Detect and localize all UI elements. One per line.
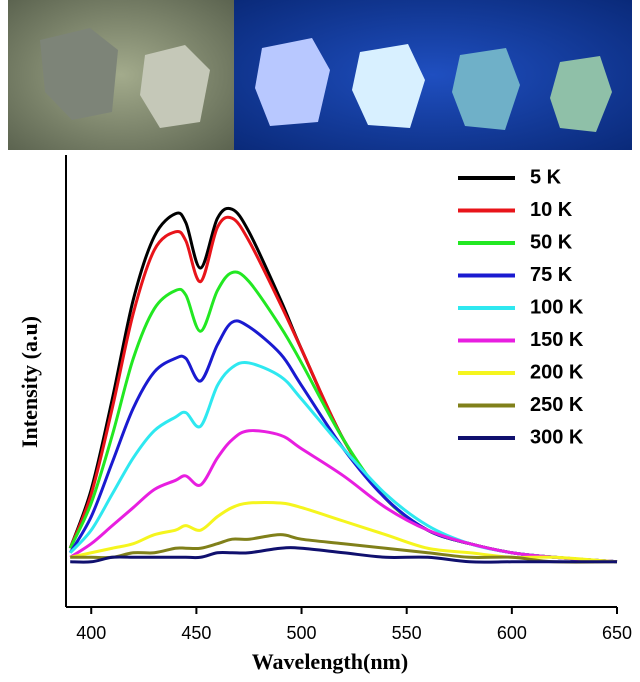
x-tick-label: 600 [497,623,527,643]
x-tick-label: 650 [602,623,632,643]
y-axis-label: Intensity (a.u) [17,316,42,448]
x-tick-label: 400 [76,623,106,643]
legend-label: 100 K [530,296,584,318]
legend-label: 5 K [530,166,562,188]
x-tick-label: 550 [392,623,422,643]
x-tick-label: 450 [181,623,211,643]
legend-label: 50 K [530,231,573,253]
x-tick-label: 500 [287,623,317,643]
figure: Wavelength(nm) Intensity (a.u) 400 450 500… [0,0,640,682]
legend-label: 200 K [530,361,584,383]
legend-label: 300 K [530,426,584,448]
series-line [70,362,617,561]
photos [8,0,632,150]
legend-label: 150 K [530,329,584,351]
x-axis-label: Wavelength(nm) [252,649,408,674]
legend-label: 75 K [530,264,573,286]
legend-label: 250 K [530,394,584,416]
legend-label: 10 K [530,199,573,221]
series-line [70,208,617,561]
